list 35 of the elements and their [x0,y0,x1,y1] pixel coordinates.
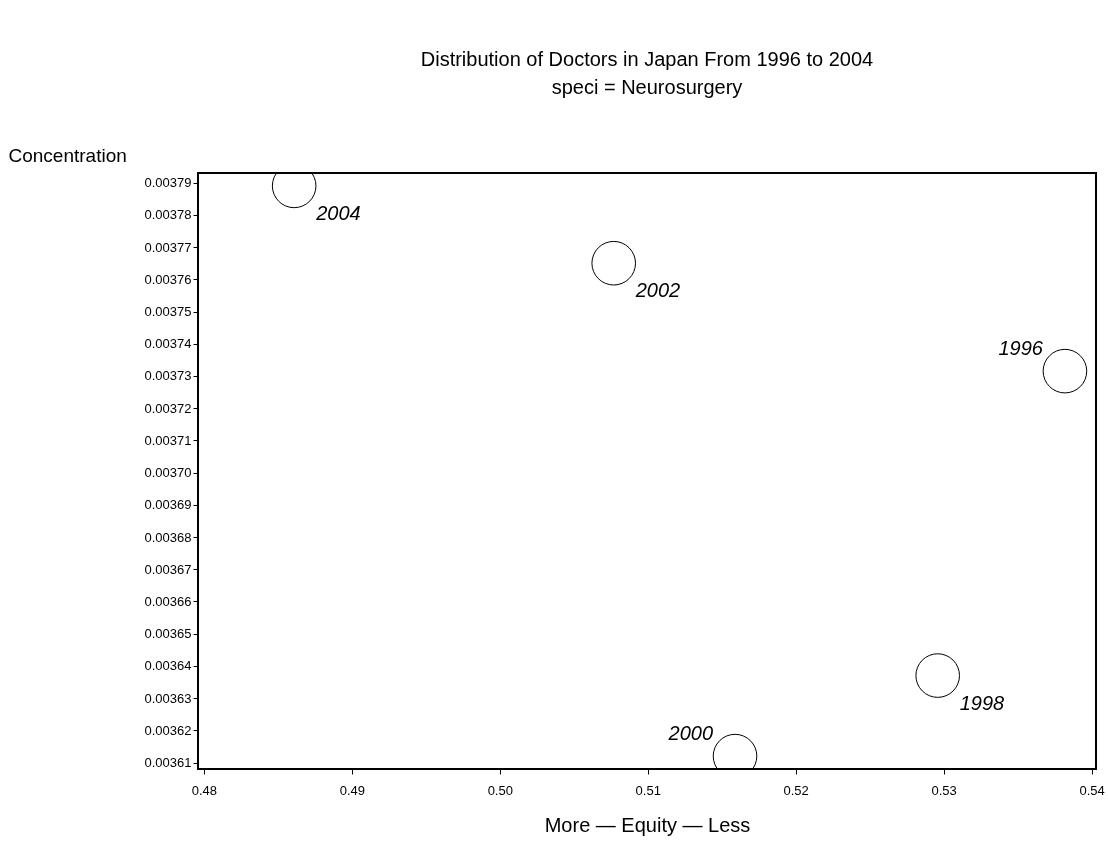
annotation: 2004 [315,201,361,224]
x-tick-label: 0.49 [339,782,366,798]
chart-title: Distribution of Doctors in Japan From 1996 to 2004 [420,48,874,70]
y-tick-label: 0.00361 [144,755,192,771]
annotation: 2000 [667,722,714,745]
y-tick-label: 0.00366 [144,593,192,609]
y-tick-label: 0.00372 [144,400,192,416]
x-tick-label: 0.53 [931,782,957,798]
annotation: 1996 [998,337,1044,360]
x-tick-label: 0.51 [635,782,661,798]
x-tick-label: 0.50 [487,782,513,798]
annotation: 2002 [634,279,681,302]
x-tick-label: 0.48 [191,782,218,798]
y-tick-label: 0.00378 [144,207,192,223]
y-tick-label: 0.00373 [144,368,192,384]
y-tick-label: 0.00376 [144,271,192,287]
chart-subtitle: speci = Neurosurgery [551,76,743,98]
y-tick-label: 0.00370 [144,465,192,481]
x-axis-title: More — Equity — Less [544,813,751,836]
y-tick-label: 0.00368 [144,529,192,545]
y-tick-label: 0.00367 [144,561,192,577]
x-tick-label: 0.52 [783,782,809,798]
y-tick-label: 0.00375 [144,304,192,320]
y-tick-label: 0.00374 [144,336,192,352]
y-tick-label: 0.00369 [144,497,192,513]
y-tick-label: 0.00362 [144,722,192,738]
y-tick-label: 0.00363 [144,690,192,706]
y-tick-label: 0.00364 [144,658,192,674]
y-axis-title: Concentration [8,144,127,166]
x-tick-label: 0.54 [1079,782,1105,798]
y-tick-label: 0.00379 [144,175,192,191]
y-tick-label: 0.00371 [144,432,192,448]
y-tick-label: 0.00377 [144,239,192,255]
y-tick-label: 0.00365 [144,626,192,642]
annotation: 1998 [959,691,1005,714]
